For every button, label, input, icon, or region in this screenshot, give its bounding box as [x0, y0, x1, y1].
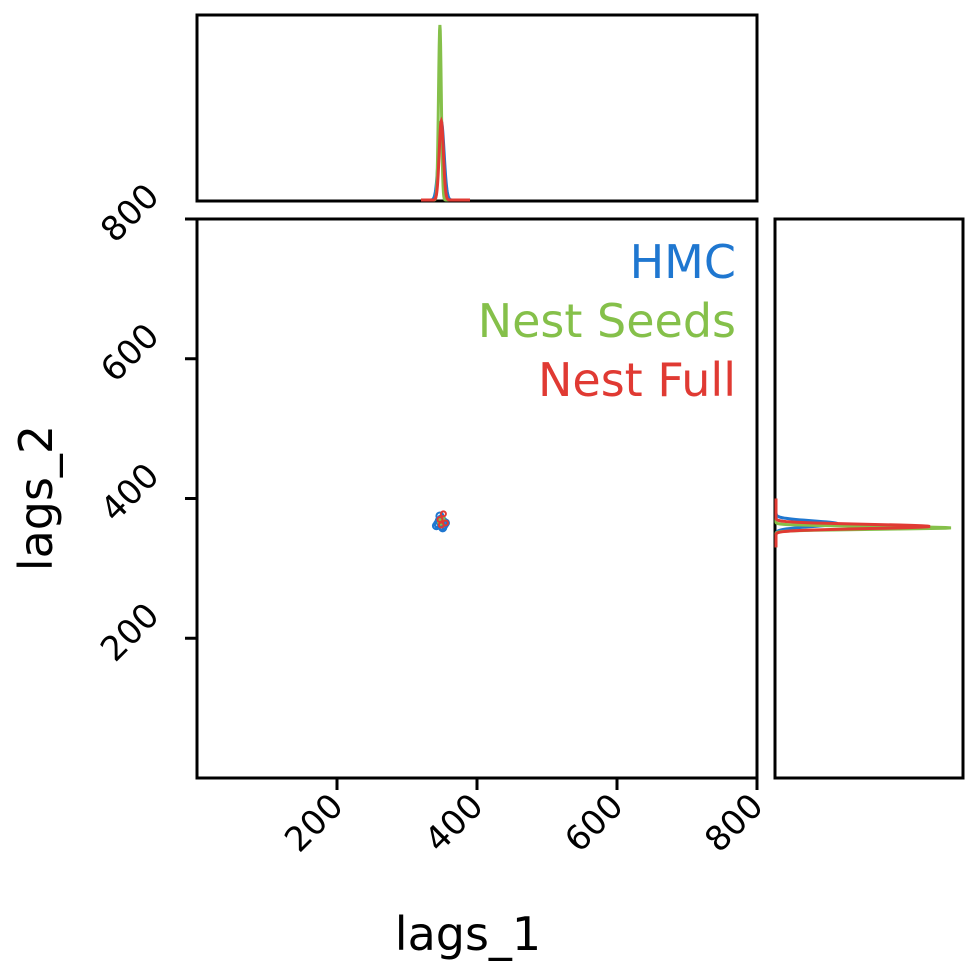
y-tick-label: 800: [93, 176, 167, 250]
scatter-point: [436, 515, 444, 523]
top-marginal-curves: [421, 24, 470, 202]
scatter-point: [442, 519, 449, 527]
y-tick-label: 200: [93, 595, 167, 669]
y-axis-title: lags_2: [9, 425, 63, 571]
legend-entry: Nest Seeds: [478, 294, 736, 348]
right-marginal-curve-2: [774, 498, 931, 548]
x-tick-label: 600: [557, 786, 631, 860]
top-marginal-frame: [195, 13, 759, 203]
right-marginal-frame: [773, 217, 965, 780]
x-tick-label: 800: [697, 786, 771, 860]
legend-entry: Nest Full: [538, 353, 736, 407]
x-axis-title: lags_1: [395, 907, 541, 961]
right-marginal-curves: [774, 498, 952, 548]
y-axis: 200 400 600 800: [93, 176, 197, 670]
y-tick-label: 400: [93, 456, 167, 530]
x-axis: 200 400 600 800: [277, 778, 771, 860]
top-marginal-curve-2: [421, 116, 470, 202]
y-tick-label: 600: [93, 316, 167, 390]
scatter-points: [431, 510, 450, 533]
x-tick-label: 400: [417, 786, 491, 860]
x-tick-label: 200: [277, 786, 351, 860]
legend-entry: HMC: [630, 235, 736, 289]
scatter-point: [439, 510, 447, 518]
